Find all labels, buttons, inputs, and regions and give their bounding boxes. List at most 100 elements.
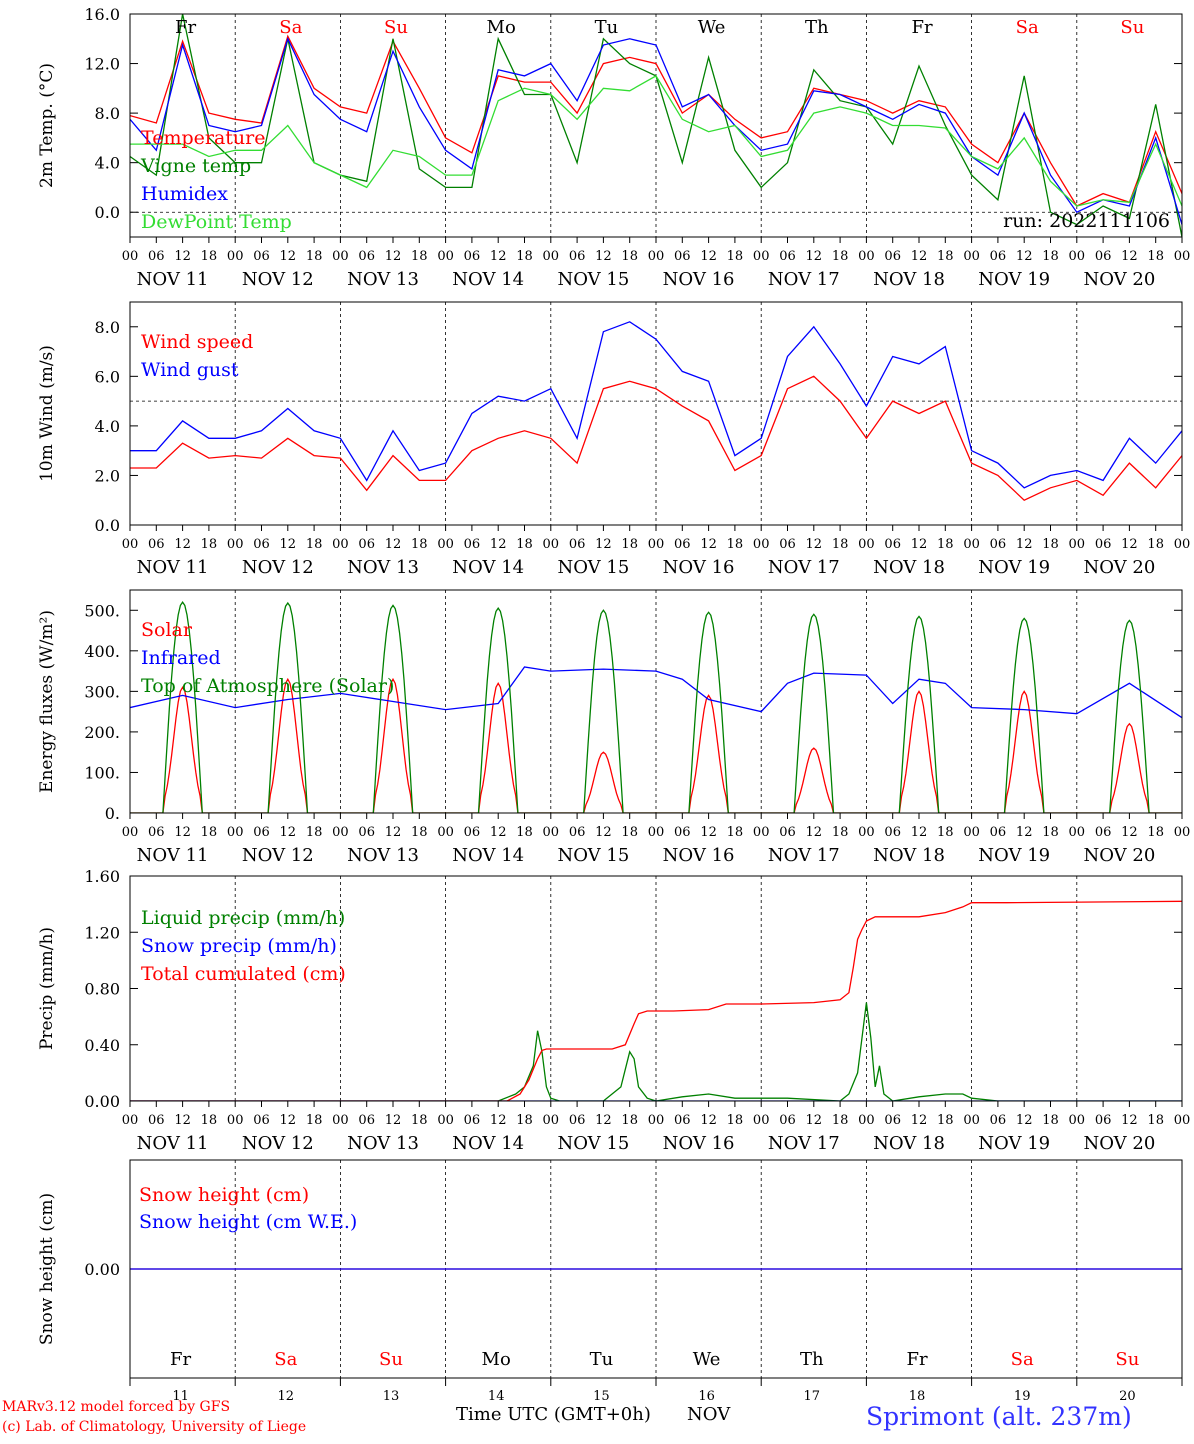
hour-label: 18	[937, 825, 954, 840]
hour-label: 06	[779, 825, 796, 840]
hour-label: 12	[490, 1113, 507, 1128]
y-tick-label: 8.0	[95, 104, 120, 123]
day-of-week-label: Tu	[590, 1349, 614, 1370]
hour-label: 18	[1042, 537, 1059, 552]
y-tick-label: 0.00	[84, 1092, 120, 1111]
series-line-wind-gust	[130, 321, 1182, 489]
hour-label: 12	[280, 1113, 297, 1128]
plot-frame	[129, 589, 1183, 814]
hour-label: 18	[937, 1113, 954, 1128]
hour-label: 00	[122, 537, 139, 552]
hour-label: 18	[201, 249, 218, 264]
hour-label: 00	[1069, 537, 1086, 552]
x-axis-title: Time UTC (GMT+0h)	[456, 1404, 651, 1425]
hour-label: 06	[884, 1113, 901, 1128]
hour-label: 00	[648, 1113, 665, 1128]
y-axis-title: Precip (mm/h)	[37, 927, 57, 1050]
hour-label: 06	[148, 249, 165, 264]
panel-5: 0.00 Snow height (cm) Snow height (cm) Snow…	[37, 1159, 1183, 1404]
hour-label: 18	[832, 825, 849, 840]
hour-label: 12	[385, 825, 402, 840]
y-tick-label: 500.	[84, 601, 120, 620]
footer-model-line: MARv3.12 model forced by GFS	[2, 1399, 231, 1415]
hour-label: 12	[806, 249, 823, 264]
panel-2: 0.0 2.0 4.0 6.0 8.0 10m Wind (m/s) Wind speed W…	[37, 301, 1190, 578]
day-number-label: 17	[804, 1389, 821, 1404]
date-label: NOV 18	[873, 557, 945, 578]
day-number-label: 12	[278, 1389, 295, 1404]
hour-label: 18	[727, 825, 744, 840]
y-axis-title: Snow height (cm)	[37, 1193, 57, 1345]
hour-label: 00	[753, 537, 770, 552]
hour-label: 00	[963, 1113, 980, 1128]
date-label: NOV 19	[978, 269, 1050, 290]
hour-label: 18	[411, 1113, 428, 1128]
hour-label: 06	[148, 1113, 165, 1128]
series-line-temperature	[130, 34, 1182, 207]
date-label: NOV 14	[452, 557, 524, 578]
date-label: NOV 17	[768, 557, 840, 578]
date-label: NOV 14	[452, 1133, 524, 1154]
hour-label: 18	[516, 1113, 533, 1128]
hour-label: 18	[832, 1113, 849, 1128]
hour-label: 00	[753, 825, 770, 840]
hour-label: 06	[569, 1113, 586, 1128]
hour-label: 06	[779, 249, 796, 264]
hour-label: 18	[411, 825, 428, 840]
legend-entry: Wind gust	[141, 359, 239, 381]
y-tick-label: 16.0	[84, 5, 120, 24]
date-label: NOV 14	[452, 269, 524, 290]
hour-label: 18	[201, 537, 218, 552]
y-tick-label: 0.40	[84, 1036, 120, 1055]
hour-label: 18	[1147, 249, 1164, 264]
date-label: NOV 17	[768, 269, 840, 290]
series-line-dewpoint-temp	[130, 75, 1182, 207]
hour-label: 18	[727, 537, 744, 552]
hour-label: 18	[621, 825, 638, 840]
hour-label: 12	[280, 825, 297, 840]
y-axis-title: Energy fluxes (W/m²)	[37, 610, 57, 793]
hour-label: 00	[1174, 1113, 1191, 1128]
hour-label: 00	[543, 825, 560, 840]
hour-label: 06	[464, 1113, 481, 1128]
hour-label: 00	[1069, 1113, 1086, 1128]
date-label: NOV 12	[242, 269, 314, 290]
hour-label: 12	[700, 249, 717, 264]
hour-label: 18	[937, 249, 954, 264]
hour-label: 18	[1042, 249, 1059, 264]
hour-label: 06	[253, 249, 270, 264]
day-number-label: 19	[1014, 1389, 1031, 1404]
day-of-week-label: Sa	[274, 1349, 297, 1370]
hour-label: 12	[490, 249, 507, 264]
date-label: NOV 19	[978, 845, 1050, 866]
hour-label: 00	[648, 249, 665, 264]
series-group	[130, 321, 1182, 501]
y-tick-label: 200.	[84, 723, 120, 742]
hour-label: 12	[1016, 249, 1033, 264]
hour-label: 06	[1095, 825, 1112, 840]
y-tick-label: 300.	[84, 682, 120, 701]
day-number-label: 13	[383, 1389, 400, 1404]
day-of-week-label: Su	[379, 1349, 403, 1370]
series-line-total-cumulated-cm	[130, 900, 1182, 1101]
y-tick-label: 12.0	[84, 55, 120, 74]
y-tick-label: 100.	[84, 763, 120, 782]
hour-label: 18	[1042, 1113, 1059, 1128]
hour-label: 06	[253, 825, 270, 840]
hour-label: 00	[227, 537, 244, 552]
hour-label: 06	[990, 825, 1007, 840]
hour-label: 12	[1121, 537, 1138, 552]
y-tick-label: 0.00	[84, 1260, 120, 1279]
footer-credit-line: (c) Lab. of Climatology, University of L…	[2, 1419, 307, 1435]
hour-label: 18	[516, 537, 533, 552]
date-label: NOV 19	[978, 1133, 1050, 1154]
hour-label: 00	[332, 537, 349, 552]
hour-label: 00	[753, 249, 770, 264]
hour-label: 12	[700, 825, 717, 840]
hour-label: 00	[227, 249, 244, 264]
date-label: NOV 20	[1083, 269, 1155, 290]
date-label: NOV 20	[1083, 845, 1155, 866]
hour-label: 00	[1174, 249, 1191, 264]
hour-label: 06	[569, 825, 586, 840]
